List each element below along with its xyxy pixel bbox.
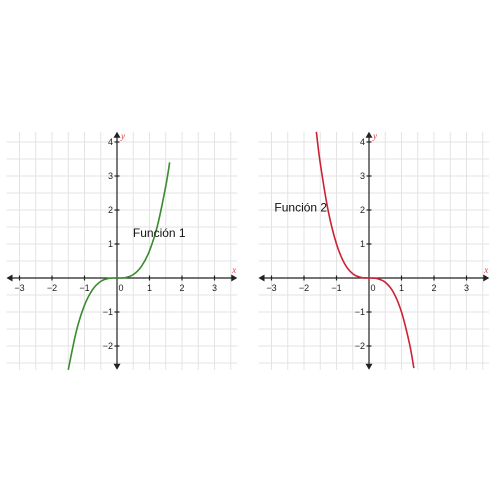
y-tick-label: 3 [360, 171, 365, 181]
y-tick-label: −1 [355, 307, 365, 317]
x-tick-label: −1 [79, 283, 89, 293]
series-line-1 [67, 162, 171, 370]
x-tick-label: −2 [47, 283, 57, 293]
x-tick-label: −3 [14, 283, 24, 293]
y-tick-label: −2 [355, 341, 365, 351]
x-tick-label: 2 [179, 283, 184, 293]
y-axis-arrow-up [113, 131, 121, 138]
x-tick-label: 3 [212, 283, 217, 293]
y-tick-label: 2 [108, 205, 113, 215]
x-tick-label: 1 [399, 283, 404, 293]
y-axis-arrow-down [113, 363, 121, 370]
chart-panel-funcion-2: −3 −2 −1 0 1 2 3 −2 −1 1 2 3 4 x y Función 2 [258, 131, 490, 370]
x-axis-arrow-right [231, 274, 238, 282]
y-tick-label: 2 [360, 205, 365, 215]
x-tick-label: −1 [331, 283, 341, 293]
y-tick-label: −1 [103, 307, 113, 317]
x-tick-label: 0 [370, 283, 375, 293]
y-tick-label: −2 [103, 341, 113, 351]
series-line-2 [315, 131, 415, 369]
x-axis-arrow-left [258, 274, 265, 282]
chart-panel-funcion-1: −3 −2 −1 0 1 2 3 −2 −1 1 2 3 4 x y Función 1 [6, 131, 238, 370]
x-tick-label: 2 [431, 283, 436, 293]
function-label-1: Función 1 [133, 226, 186, 240]
y-axis-label: y [120, 131, 125, 141]
function-label-2: Función 2 [274, 201, 327, 215]
x-tick-label: −3 [266, 283, 276, 293]
y-tick-label: 4 [108, 137, 113, 147]
y-axis-arrow-down [365, 363, 373, 370]
y-tick-label: 1 [360, 239, 365, 249]
x-axis-arrow-left [6, 274, 13, 282]
x-axis-label: x [231, 265, 236, 275]
x-tick-label: 1 [147, 283, 152, 293]
x-axis-arrow-right [483, 274, 490, 282]
y-tick-label: 3 [108, 171, 113, 181]
x-tick-label: 0 [118, 283, 123, 293]
y-tick-label: 4 [360, 137, 365, 147]
x-axis-label: x [483, 265, 488, 275]
y-axis-label: y [372, 131, 377, 141]
x-tick-label: 3 [464, 283, 469, 293]
y-axis-arrow-up [365, 131, 373, 138]
y-tick-label: 1 [108, 239, 113, 249]
x-tick-label: −2 [299, 283, 309, 293]
